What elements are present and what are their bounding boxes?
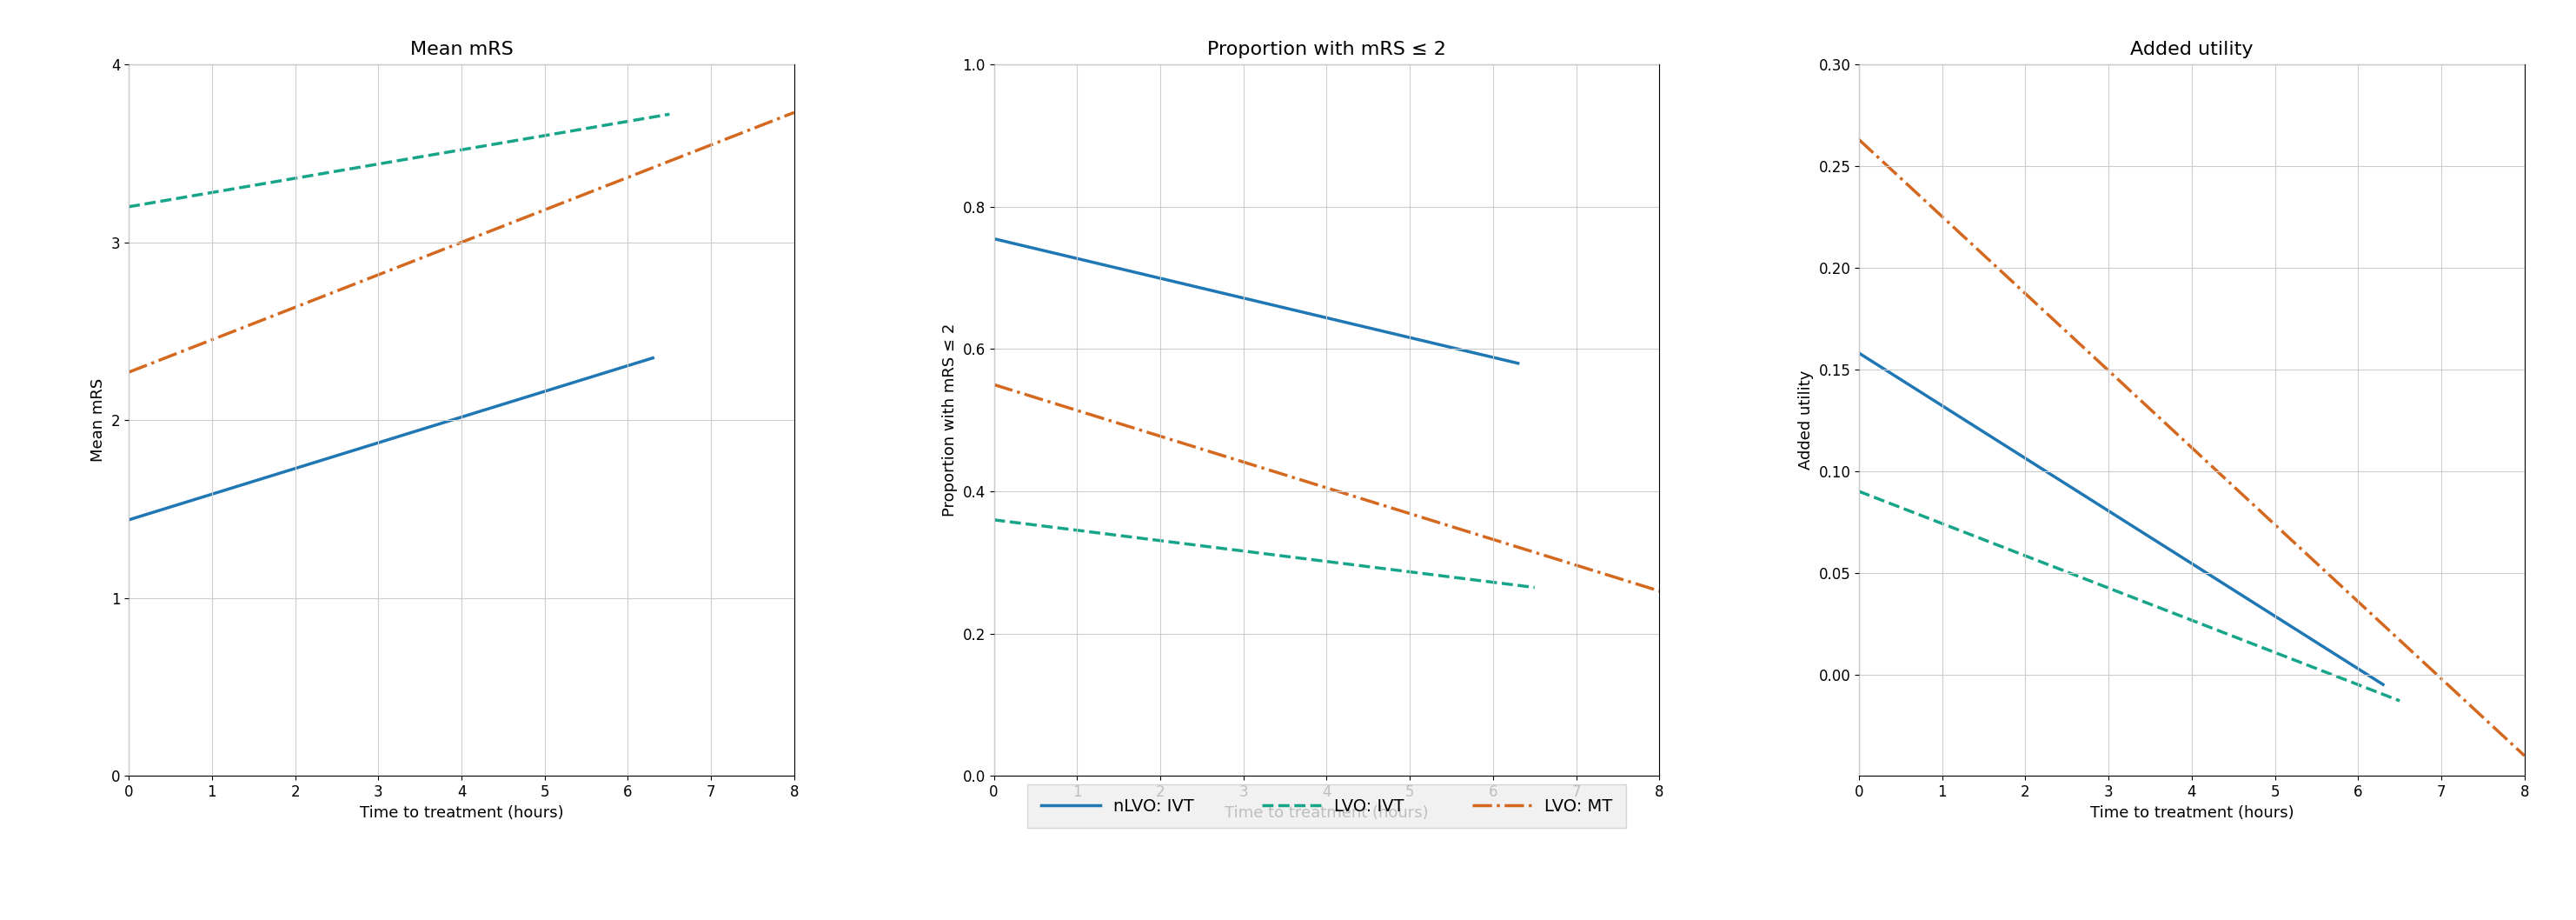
X-axis label: Time to treatment (hours): Time to treatment (hours) [2089, 805, 2293, 821]
X-axis label: Time to treatment (hours): Time to treatment (hours) [1224, 805, 1430, 821]
Title: Added utility: Added utility [2130, 40, 2254, 58]
Title: Mean mRS: Mean mRS [410, 40, 513, 58]
Legend: nLVO: IVT, LVO: IVT, LVO: MT: nLVO: IVT, LVO: IVT, LVO: MT [1028, 785, 1625, 828]
Y-axis label: Proportion with mRS ≤ 2: Proportion with mRS ≤ 2 [943, 324, 958, 517]
Y-axis label: Added utility: Added utility [1798, 371, 1814, 470]
Title: Proportion with mRS ≤ 2: Proportion with mRS ≤ 2 [1208, 40, 1445, 58]
Y-axis label: Mean mRS: Mean mRS [90, 378, 106, 462]
X-axis label: Time to treatment (hours): Time to treatment (hours) [361, 805, 564, 821]
